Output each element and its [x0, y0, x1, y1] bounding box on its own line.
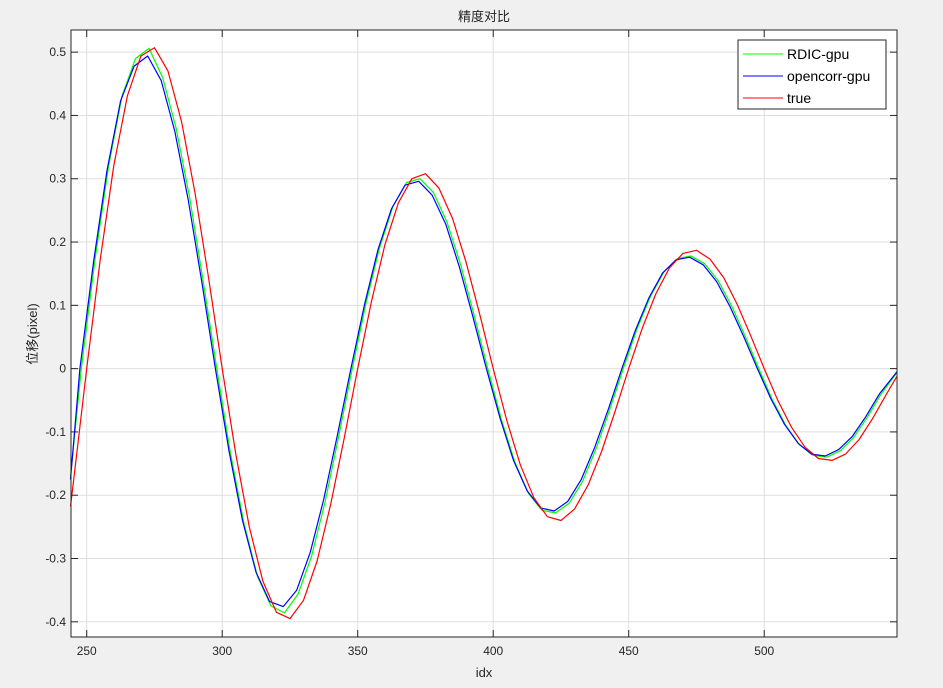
legend[interactable]: RDIC-gpu opencorr-gpu true — [737, 39, 887, 110]
y-tick-label: 0.4 — [49, 108, 66, 122]
y-tick-label: 0.1 — [49, 298, 66, 312]
legend-label-opencorr: opencorr-gpu — [787, 68, 870, 84]
legend-label-true: true — [787, 90, 811, 106]
y-tick-label: 0.3 — [49, 172, 66, 186]
series-line-rdic-gpu — [69, 47, 898, 614]
series-group — [69, 47, 898, 620]
ticks: 250 300 350 400 450 500 -0.4 -0.3 -0.2 -0.1 0 0.1 0.… — [45, 30, 897, 658]
y-tick-label: 0 — [59, 362, 66, 376]
series-line-opencorr-gpu — [69, 55, 898, 608]
x-tick-label: 300 — [212, 644, 232, 658]
y-tick-label: -0.1 — [45, 425, 66, 439]
x-tick-label: 500 — [754, 644, 774, 658]
axes-box — [70, 29, 898, 638]
y-tick-label: -0.2 — [45, 488, 66, 502]
x-tick-label: 450 — [619, 644, 639, 658]
y-tick-label: -0.4 — [45, 615, 66, 629]
y-tick-label: 0.2 — [49, 235, 66, 249]
y-tick-label: -0.3 — [45, 552, 66, 566]
y-axis-label: 位移(pixel) — [25, 303, 40, 364]
chart-title: 精度对比 — [458, 9, 510, 24]
series-line-true — [69, 47, 898, 620]
x-tick-label: 250 — [77, 644, 97, 658]
y-tick-label: 0.5 — [49, 45, 66, 59]
legend-label-rdic: RDIC-gpu — [787, 46, 849, 62]
x-axis-label: idx — [476, 665, 493, 680]
x-tick-label: 350 — [348, 644, 368, 658]
x-tick-label: 400 — [483, 644, 503, 658]
